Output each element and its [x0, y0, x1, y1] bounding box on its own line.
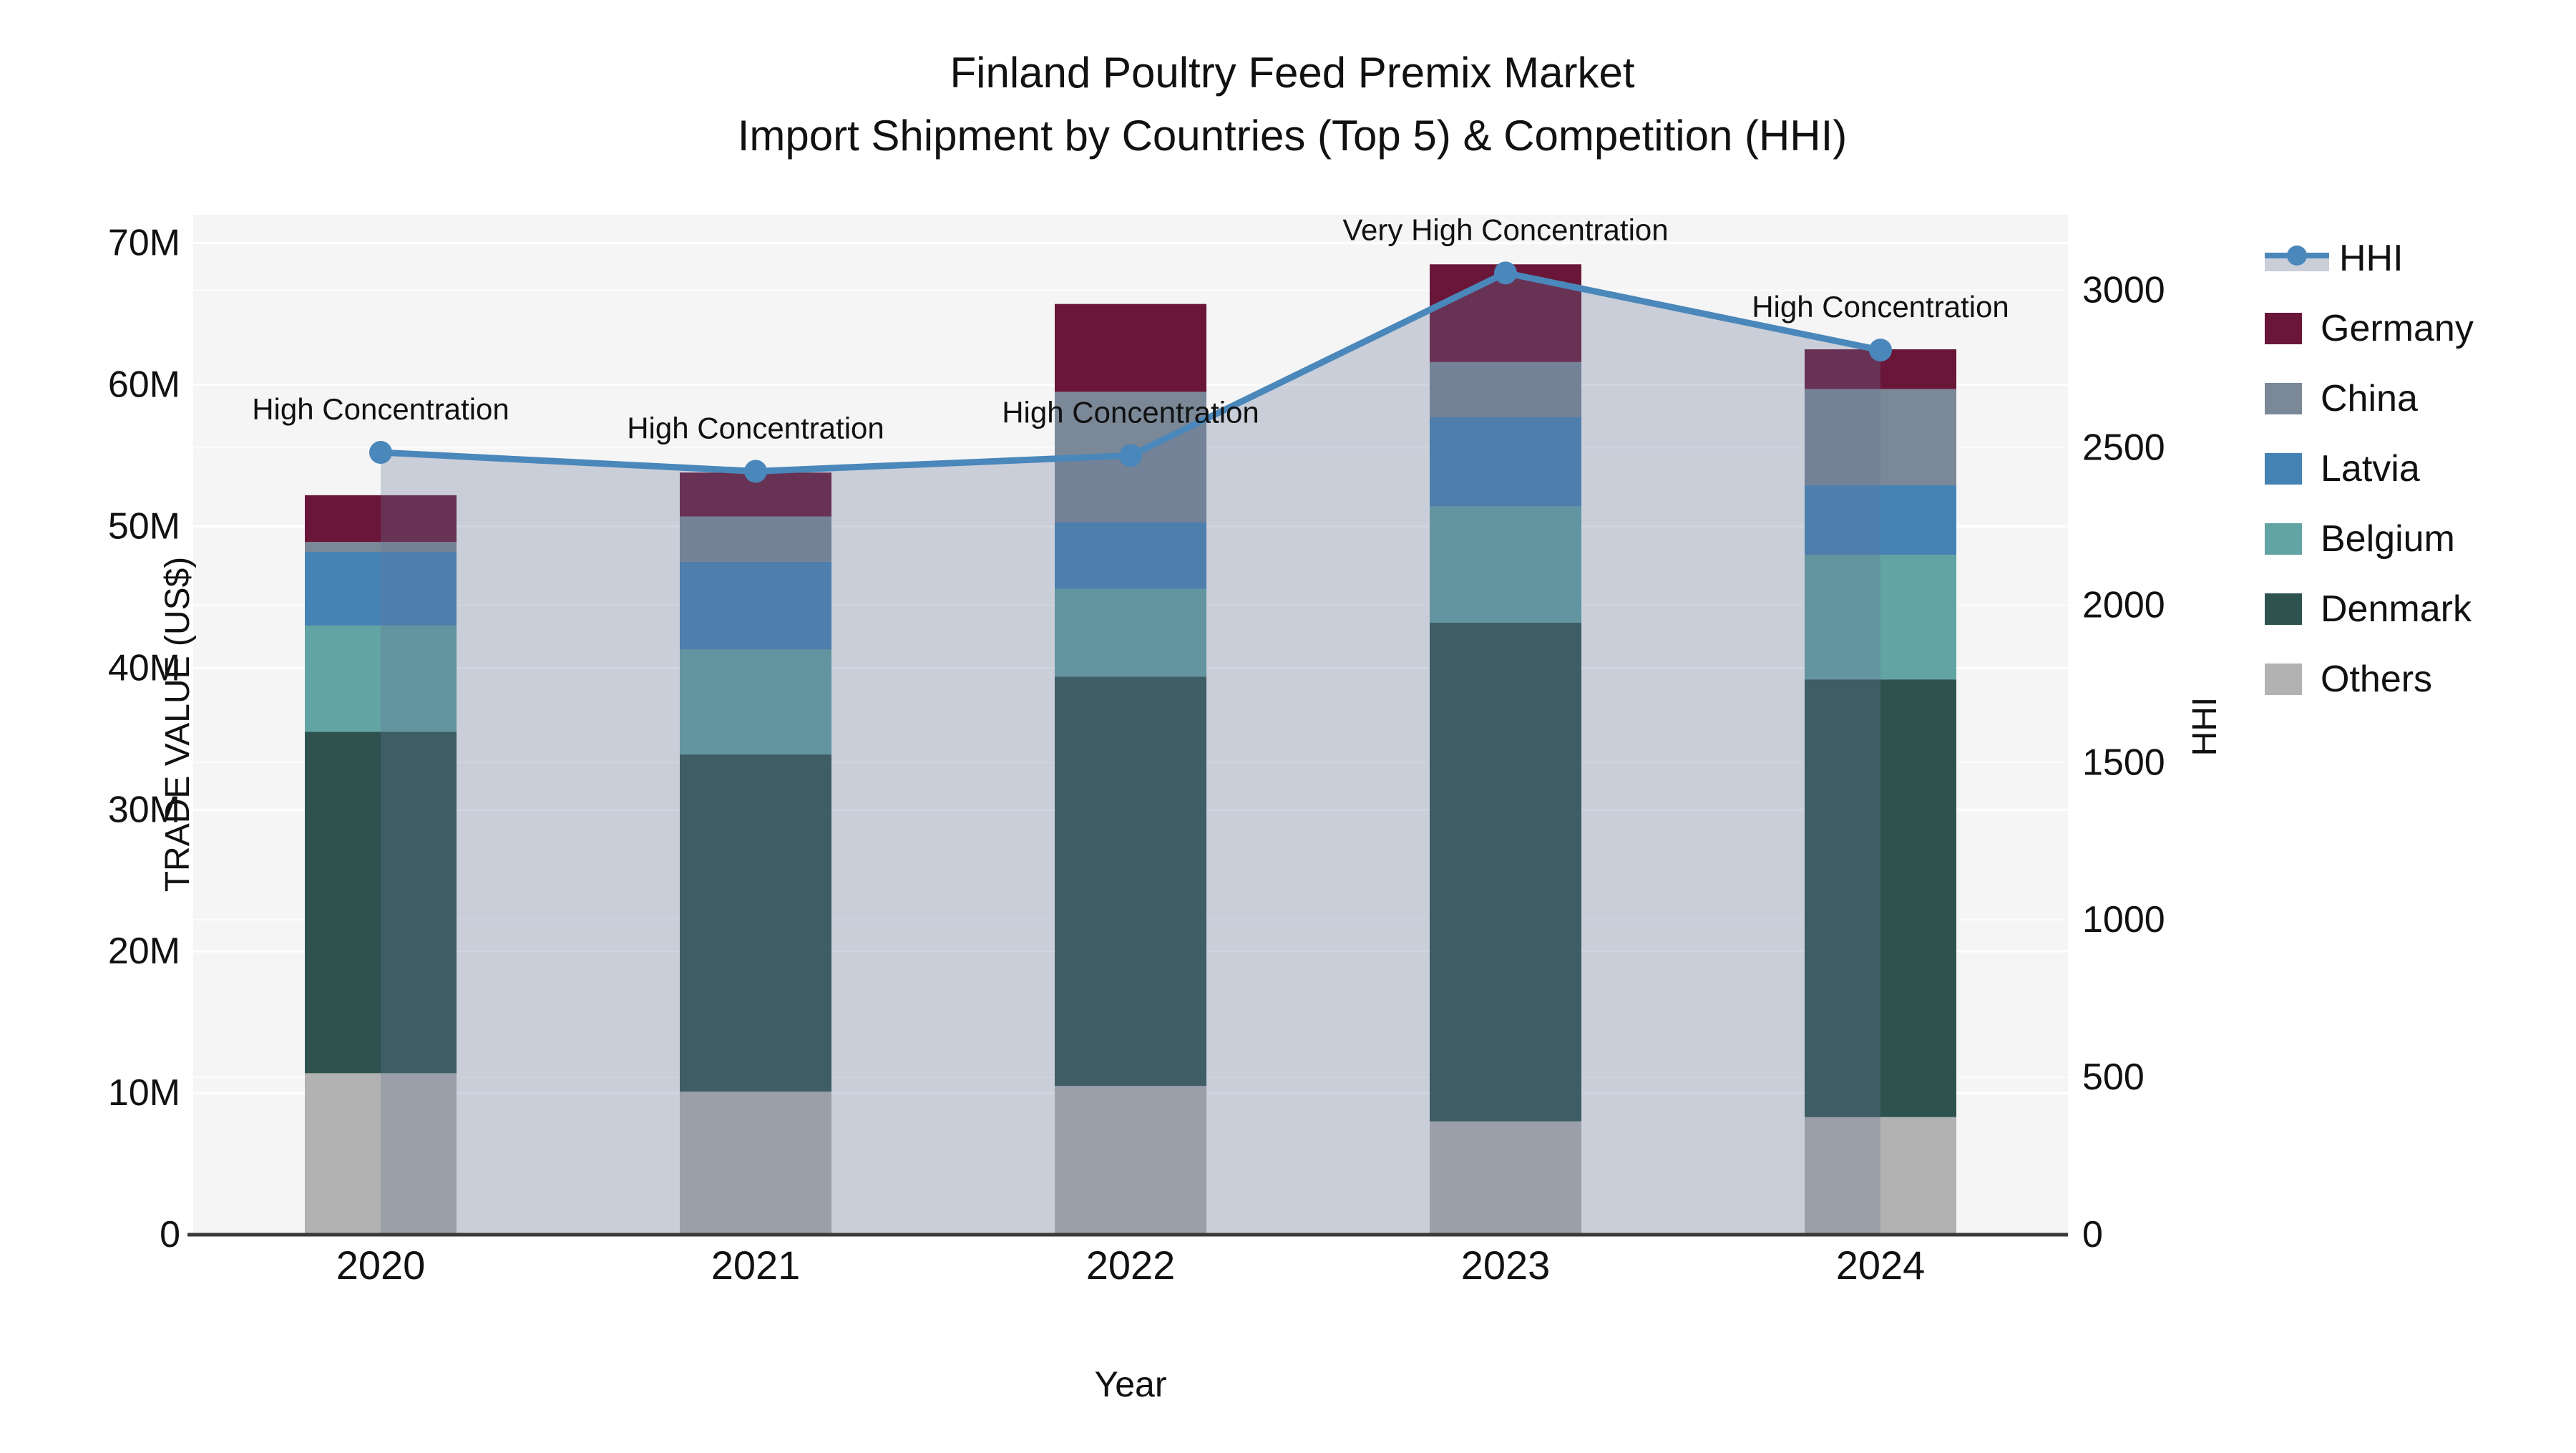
hhi-line-icon [2265, 243, 2329, 274]
bar-segment-belgium-2021[interactable] [680, 649, 831, 755]
hhi-area-fill [381, 273, 1880, 1235]
legend-swatch-others [2265, 664, 2302, 695]
y-axis-tick-40M: 40M [108, 647, 180, 689]
hhi-marker-2024[interactable] [1869, 339, 1892, 362]
bar-segment-denmark-2024[interactable] [1805, 679, 1956, 1117]
bar-segment-others-2022[interactable] [1055, 1086, 1206, 1235]
y2-axis-tick-1000: 1000 [2082, 899, 2165, 941]
bar-segment-germany-2022[interactable] [1055, 303, 1206, 392]
bar-segment-belgium-2020[interactable] [305, 625, 457, 732]
annotation-2023: Very High Concentration [1342, 213, 1668, 246]
y2-axis-title: HHI [2185, 696, 2224, 757]
legend-item-denmark[interactable]: Denmark [2265, 574, 2474, 644]
legend-item-belgium[interactable]: Belgium [2265, 504, 2474, 574]
legend-swatch-germany [2265, 313, 2302, 344]
y-axis-tick-10M: 10M [108, 1072, 180, 1114]
annotation-2020: High Concentration [252, 392, 509, 426]
x-axis-tick-2022: 2022 [1086, 1243, 1176, 1288]
bar-segment-denmark-2021[interactable] [680, 754, 831, 1092]
y-axis-tick-0: 0 [160, 1214, 180, 1255]
y-axis-tick-20M: 20M [108, 930, 180, 972]
y-axis-tick-70M: 70M [108, 223, 180, 264]
legend-label-denmark: Denmark [2321, 588, 2472, 630]
legend-swatch-belgium [2265, 523, 2302, 555]
legend-swatch-latvia [2265, 453, 2302, 485]
y2-axis-tick-0: 0 [2082, 1214, 2103, 1255]
bar-segment-denmark-2022[interactable] [1055, 676, 1206, 1087]
bar-segment-latvia-2023[interactable] [1430, 417, 1581, 507]
y-axis-tick-50M: 50M [108, 505, 180, 547]
hhi-marker-2023[interactable] [1494, 261, 1517, 285]
y-axis-tick-30M: 30M [108, 789, 180, 830]
bar-segment-others-2024[interactable] [1805, 1117, 1956, 1235]
y2-axis-tick-500: 500 [2082, 1056, 2145, 1098]
bar-segment-latvia-2024[interactable] [1805, 485, 1956, 555]
legend-label-germany: Germany [2321, 308, 2474, 349]
bar-segment-belgium-2023[interactable] [1430, 506, 1581, 623]
x-axis-tick-2021: 2021 [711, 1243, 801, 1288]
annotation-2021: High Concentration [627, 411, 884, 444]
chart-title-line2: Import Shipment by Countries (Top 5) & C… [737, 112, 1848, 160]
bar-segment-latvia-2020[interactable] [305, 552, 457, 626]
annotation-2022: High Concentration [1002, 395, 1259, 429]
x-axis-tick-2024: 2024 [1836, 1243, 1926, 1288]
x-axis-tick-2023: 2023 [1461, 1243, 1551, 1288]
bar-segment-others-2020[interactable] [305, 1073, 457, 1235]
legend-label-china: China [2321, 378, 2418, 419]
x-axis-tick-2020: 2020 [336, 1243, 426, 1288]
legend-swatch-denmark [2265, 593, 2302, 625]
legend-item-hhi[interactable]: HHI [2265, 223, 2474, 293]
bar-segment-others-2023[interactable] [1430, 1121, 1581, 1235]
x-axis-title: Year [1094, 1364, 1167, 1404]
bar-segment-germany-2020[interactable] [305, 495, 457, 543]
bar-segment-china-2021[interactable] [680, 516, 831, 562]
legend-label-latvia: Latvia [2321, 448, 2420, 490]
hhi-marker-2022[interactable] [1119, 444, 1142, 467]
legend-item-germany[interactable]: Germany [2265, 293, 2474, 364]
chart-title-line1: Finland Poultry Feed Premix Market [950, 49, 1635, 97]
legend-label-others: Others [2321, 659, 2433, 700]
y-axis-title: TRADE VALUE (US$) [158, 556, 197, 893]
bar-segment-china-2024[interactable] [1805, 389, 1956, 486]
y2-axis-tick-1500: 1500 [2082, 742, 2165, 783]
bar-segment-denmark-2020[interactable] [305, 732, 457, 1074]
bar-segment-others-2021[interactable] [680, 1092, 831, 1235]
hhi-marker-2021[interactable] [744, 460, 767, 483]
bar-segment-china-2023[interactable] [1430, 361, 1581, 418]
bar-segment-belgium-2024[interactable] [1805, 555, 1956, 680]
legend: HHI Germany China Latvia Belgium Denmark Other… [2265, 223, 2474, 714]
bar-segment-denmark-2023[interactable] [1430, 623, 1581, 1122]
bar-segment-belgium-2022[interactable] [1055, 588, 1206, 677]
annotation-2024: High Concentration [1752, 290, 2009, 324]
legend-swatch-china [2265, 383, 2302, 414]
y2-axis-tick-2000: 2000 [2082, 584, 2165, 626]
y2-axis-tick-2500: 2500 [2082, 427, 2165, 468]
y2-axis-tick-3000: 3000 [2082, 270, 2165, 311]
bar-segment-latvia-2021[interactable] [680, 561, 831, 650]
hhi-marker-swatch [2287, 246, 2307, 266]
legend-item-latvia[interactable]: Latvia [2265, 434, 2474, 504]
hhi-marker-2020[interactable] [369, 441, 392, 465]
legend-item-others[interactable]: Others [2265, 644, 2474, 714]
chart-title: Finland Poultry Feed Premix Market Impor… [0, 42, 2576, 167]
bar-segment-latvia-2022[interactable] [1055, 522, 1206, 589]
legend-label-hhi: HHI [2339, 238, 2404, 279]
y-axis-tick-60M: 60M [108, 364, 180, 406]
bar-segment-china-2020[interactable] [305, 542, 457, 553]
legend-item-china[interactable]: China [2265, 364, 2474, 434]
legend-label-belgium: Belgium [2321, 518, 2455, 560]
